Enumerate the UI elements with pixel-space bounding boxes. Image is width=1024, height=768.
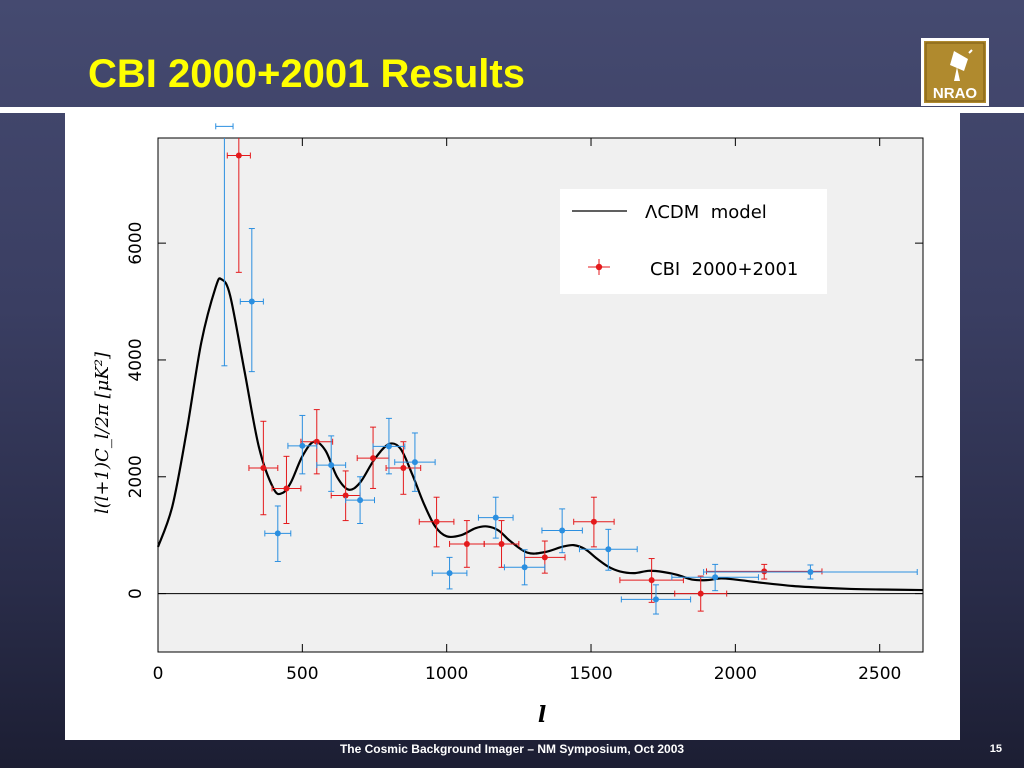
page-number: 15 xyxy=(989,743,1002,755)
data-point xyxy=(541,554,548,561)
x-axis-label-group: l xyxy=(538,702,546,728)
title-divider xyxy=(0,107,1024,113)
figure-panel: 0 500 1000 1500 2000 2500 0 2000 4000 6000 ΛCDM m… xyxy=(65,113,960,740)
series-red xyxy=(226,138,823,612)
y-tick-label: 2000 xyxy=(126,455,146,498)
data-point xyxy=(283,485,290,492)
x-tick-label: 2500 xyxy=(858,664,901,684)
data-point xyxy=(498,540,505,547)
y-axis-label: l(l+1)C_l/2π [μK²] xyxy=(92,351,113,514)
legend-model-label: ΛCDM model xyxy=(645,202,767,223)
x-axis-label: l xyxy=(538,702,546,728)
x-tick-label: 1000 xyxy=(425,664,468,684)
legend-cbi-swatch-marker xyxy=(595,263,603,271)
slide-footer: The Cosmic Background Imager – NM Sympos… xyxy=(339,742,685,756)
data-point xyxy=(260,465,267,472)
data-point xyxy=(342,492,349,499)
y-axis-label-group: l(l+1)C_l/2π [μK²] xyxy=(92,351,113,514)
x-tick-label: 500 xyxy=(286,664,318,684)
points-group xyxy=(215,123,918,615)
data-point xyxy=(697,590,704,597)
data-point xyxy=(712,574,719,581)
legend-box xyxy=(560,189,827,294)
data-point xyxy=(313,438,320,445)
x-tick-label: 0 xyxy=(153,664,164,684)
slide-title: CBI 2000+2001 Results xyxy=(88,52,525,96)
data-point xyxy=(590,518,597,525)
legend: ΛCDM model CBI 2000+2001 xyxy=(560,189,827,294)
data-point xyxy=(400,465,407,472)
data-point xyxy=(807,568,814,575)
y-tick-label: 6000 xyxy=(126,222,146,265)
data-point xyxy=(357,497,364,504)
data-point xyxy=(652,596,659,603)
data-point xyxy=(761,568,768,575)
model-group xyxy=(156,277,924,592)
data-point xyxy=(248,298,255,305)
data-point xyxy=(235,152,242,159)
series-blue xyxy=(215,123,918,615)
data-point xyxy=(446,570,453,577)
model-curve xyxy=(156,277,924,592)
data-point xyxy=(299,442,306,449)
data-point xyxy=(492,514,499,521)
y-tick-label: 4000 xyxy=(126,338,146,381)
data-point xyxy=(559,527,566,534)
data-point xyxy=(274,530,281,537)
y-tick-label: 0 xyxy=(126,588,146,599)
data-point xyxy=(370,455,377,462)
axes: 0 500 1000 1500 2000 2500 0 2000 4000 6000 xyxy=(126,138,923,684)
power-spectrum-chart: 0 500 1000 1500 2000 2500 0 2000 4000 6000 ΛCDM m… xyxy=(92,123,924,728)
x-tick-label: 1500 xyxy=(569,664,612,684)
data-point xyxy=(433,518,440,525)
data-point xyxy=(385,443,392,450)
data-point xyxy=(605,546,612,553)
x-tick-label: 2000 xyxy=(714,664,757,684)
data-point xyxy=(411,459,418,466)
data-point xyxy=(328,462,335,469)
nrao-logo: NRAO xyxy=(921,38,989,106)
data-point xyxy=(648,577,655,584)
logo-text: NRAO xyxy=(933,85,977,102)
nrao-logo-mark: NRAO xyxy=(924,41,986,103)
data-point xyxy=(463,540,470,547)
data-point xyxy=(521,564,528,571)
legend-cbi-label: CBI 2000+2001 xyxy=(650,259,798,280)
